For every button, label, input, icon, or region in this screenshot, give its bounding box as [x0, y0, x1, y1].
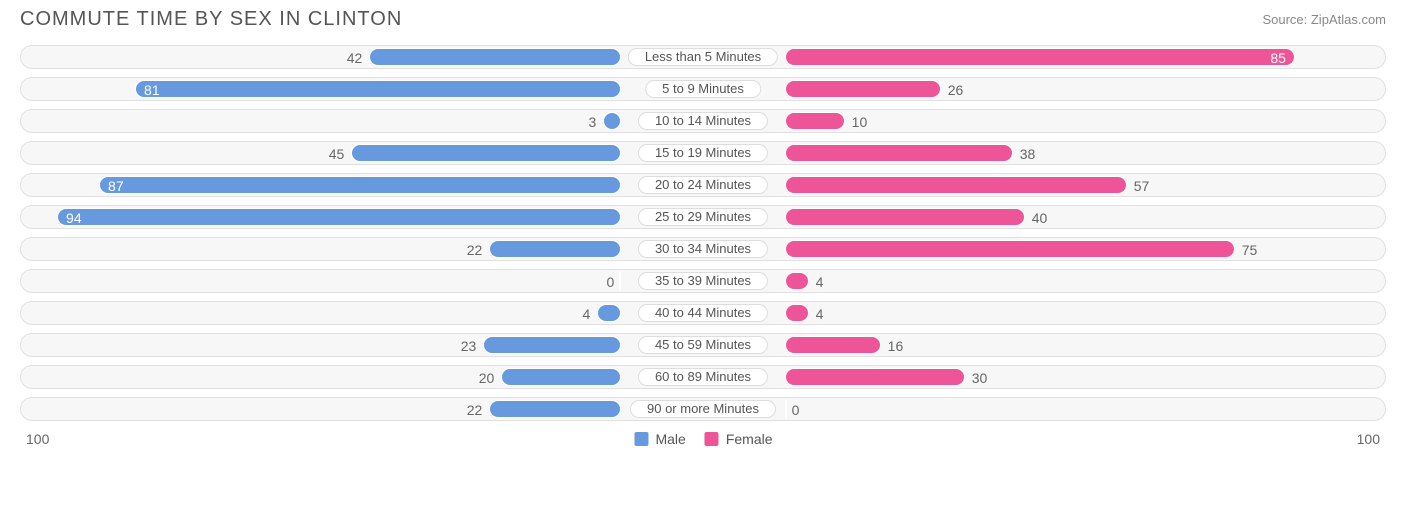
- chart-row: 22 75 30 to 34 Minutes: [20, 237, 1386, 261]
- bar-female: [785, 144, 1013, 162]
- value-label-female: 16: [888, 334, 904, 358]
- category-label: 45 to 59 Minutes: [638, 336, 768, 354]
- value-label-male: 4: [583, 302, 591, 326]
- value-label-female: 40: [1032, 206, 1048, 230]
- bar-male: 81: [135, 80, 621, 98]
- category-label: 5 to 9 Minutes: [645, 80, 761, 98]
- chart-row: 23 16 45 to 59 Minutes: [20, 333, 1386, 357]
- value-label-male: 94: [66, 206, 82, 230]
- category-label: 25 to 29 Minutes: [638, 208, 768, 226]
- value-label-female: 38: [1020, 142, 1036, 166]
- category-label: 20 to 24 Minutes: [638, 176, 768, 194]
- value-label-male: 87: [108, 174, 124, 198]
- category-label: 15 to 19 Minutes: [638, 144, 768, 162]
- value-label-female: 30: [972, 366, 988, 390]
- bar-female: [785, 176, 1127, 194]
- bar-male: [597, 304, 621, 322]
- bar-female: [785, 240, 1235, 258]
- bar-male: 94: [57, 208, 621, 226]
- bar-female: [785, 400, 787, 418]
- category-label: 35 to 39 Minutes: [638, 272, 768, 290]
- category-label: 60 to 89 Minutes: [638, 368, 768, 386]
- value-label-male: 0: [607, 270, 615, 294]
- chart-row: 4 4 40 to 44 Minutes: [20, 301, 1386, 325]
- axis-max-left: 100: [26, 431, 49, 447]
- chart-row: 3 10 10 to 14 Minutes: [20, 109, 1386, 133]
- bar-female: [785, 208, 1025, 226]
- chart-row: 94 40 25 to 29 Minutes: [20, 205, 1386, 229]
- bar-male: [603, 112, 621, 130]
- bar-female: [785, 112, 845, 130]
- bar-male: [619, 272, 621, 290]
- bar-male: [489, 400, 621, 418]
- value-label-male: 22: [467, 238, 483, 262]
- value-label-male: 45: [329, 142, 345, 166]
- value-label-female: 0: [792, 398, 800, 422]
- legend-item-female: Female: [704, 431, 773, 447]
- chart-row: 0 4 35 to 39 Minutes: [20, 269, 1386, 293]
- legend-item-male: Male: [633, 431, 685, 447]
- value-label-female: 85: [1270, 46, 1286, 70]
- chart-footer: 100 Male Female 100: [0, 429, 1406, 459]
- bar-male: [489, 240, 621, 258]
- bar-male: [351, 144, 621, 162]
- category-label: 40 to 44 Minutes: [638, 304, 768, 322]
- value-label-male: 22: [467, 398, 483, 422]
- value-label-female: 57: [1134, 174, 1150, 198]
- bar-male: [501, 368, 621, 386]
- bar-female: [785, 272, 809, 290]
- bar-male: [483, 336, 621, 354]
- chart-title: COMMUTE TIME BY SEX IN CLINTON: [20, 8, 402, 31]
- category-label: 10 to 14 Minutes: [638, 112, 768, 130]
- category-label: Less than 5 Minutes: [628, 48, 778, 66]
- value-label-female: 26: [948, 78, 964, 102]
- chart-row: 45 38 15 to 19 Minutes: [20, 141, 1386, 165]
- value-label-male: 81: [144, 78, 160, 102]
- value-label-male: 20: [479, 366, 495, 390]
- legend: Male Female: [633, 431, 772, 447]
- value-label-female: 4: [816, 270, 824, 294]
- bar-female: [785, 80, 941, 98]
- category-label: 30 to 34 Minutes: [638, 240, 768, 258]
- value-label-male: 42: [347, 46, 363, 70]
- category-label: 90 or more Minutes: [630, 400, 776, 418]
- value-label-female: 75: [1242, 238, 1258, 262]
- chart-row: 42 85 Less than 5 Minutes: [20, 45, 1386, 69]
- chart-row: 20 30 60 to 89 Minutes: [20, 365, 1386, 389]
- bar-male: 87: [99, 176, 621, 194]
- bar-female: [785, 336, 881, 354]
- chart-row: 81 26 5 to 9 Minutes: [20, 77, 1386, 101]
- chart-row: 22 0 90 or more Minutes: [20, 397, 1386, 421]
- value-label-male: 23: [461, 334, 477, 358]
- axis-max-right: 100: [1357, 431, 1380, 447]
- legend-swatch-male: [633, 431, 649, 447]
- bar-female: [785, 304, 809, 322]
- legend-label-male: Male: [655, 431, 685, 447]
- bar-female: 85: [785, 48, 1295, 66]
- chart-header: COMMUTE TIME BY SEX IN CLINTON Source: Z…: [0, 0, 1406, 35]
- chart-row: 87 57 20 to 24 Minutes: [20, 173, 1386, 197]
- value-label-female: 10: [852, 110, 868, 134]
- bar-male: [369, 48, 621, 66]
- chart-area: 42 85 Less than 5 Minutes 81 26 5 to 9 Minute…: [0, 35, 1406, 421]
- value-label-male: 3: [589, 110, 597, 134]
- bar-female: [785, 368, 965, 386]
- legend-swatch-female: [704, 431, 720, 447]
- legend-label-female: Female: [726, 431, 773, 447]
- value-label-female: 4: [816, 302, 824, 326]
- chart-source: Source: ZipAtlas.com: [1262, 12, 1386, 27]
